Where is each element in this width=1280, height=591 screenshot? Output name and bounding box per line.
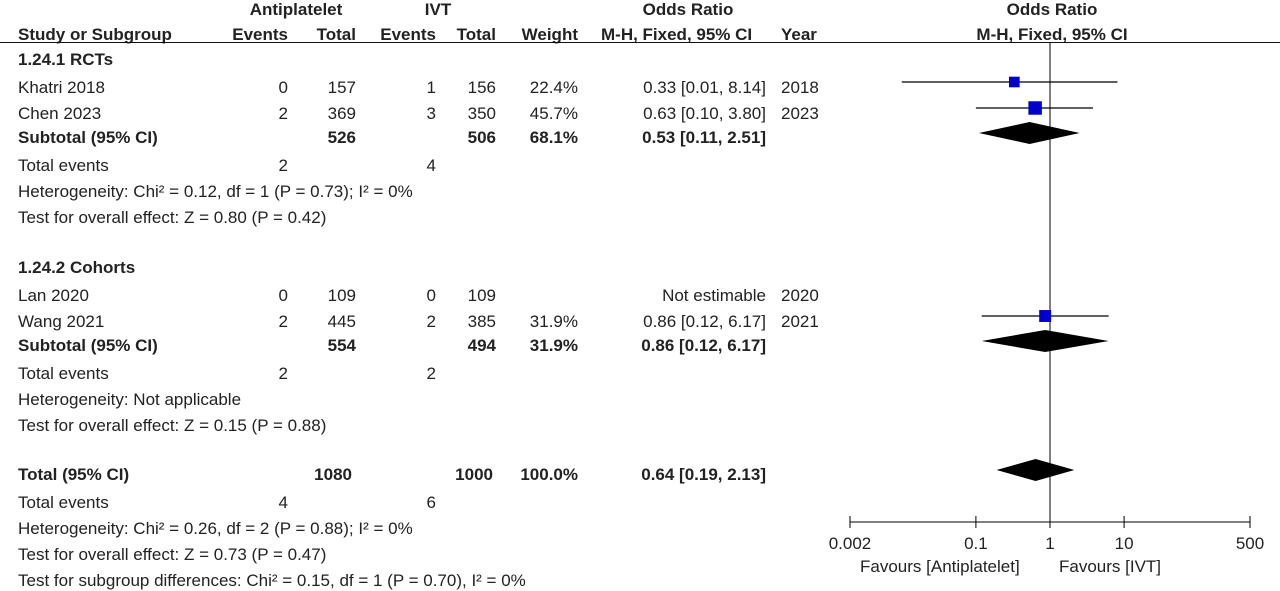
total-total1: 1080: [314, 465, 352, 484]
year: 2023: [781, 104, 819, 123]
study-name: Lan 2020: [18, 286, 89, 305]
favours-left-label: Favours [Antiplatelet]: [860, 557, 1020, 576]
total-events1: 4: [278, 493, 288, 512]
total-total2: 1000: [455, 465, 493, 484]
events2: 0: [426, 286, 436, 305]
year: 2021: [781, 312, 819, 331]
total-label: Total (95% CI): [18, 465, 130, 484]
total-events-label: Total events: [18, 364, 109, 383]
total-events2: 6: [426, 493, 436, 512]
header-rule: [0, 42, 1280, 43]
weight-header: Weight: [521, 25, 578, 44]
events1: 0: [278, 78, 288, 97]
pooled-diamond: [978, 122, 1080, 144]
events2: 1: [426, 78, 436, 97]
subtotal-ci: 0.53 [0.11, 2.51]: [642, 128, 766, 147]
x-tick-label: 1: [1045, 534, 1054, 553]
total-overall-effect-text: Test for overall effect: Z = 0.73 (P = 0…: [18, 545, 327, 564]
group1-header: Antiplatelet: [249, 0, 343, 19]
total-events-label: Total events: [18, 493, 109, 512]
total2: 109: [467, 286, 496, 305]
subtotal-total1: 526: [327, 128, 356, 147]
x-tick-label: 500: [1236, 534, 1264, 553]
events2: 2: [426, 312, 436, 331]
odds-ratio-header-left: Odds Ratio: [642, 0, 734, 19]
total1: 157: [327, 78, 356, 97]
total1: 109: [327, 286, 356, 305]
subtotal-weight: 31.9%: [529, 336, 578, 355]
subtotal-label: Subtotal (95% CI): [18, 336, 158, 355]
x-tick-label: 0.002: [829, 534, 872, 553]
total-events1: 2: [278, 156, 288, 175]
total2: 156: [467, 78, 496, 97]
study-marker: [1028, 101, 1042, 115]
study-name: Khatri 2018: [18, 78, 105, 97]
subgroup-title: 1.24.2 Cohorts: [18, 258, 136, 277]
year: 2020: [781, 286, 819, 305]
total1-header: Total: [316, 25, 356, 44]
pooled-diamond: [996, 459, 1075, 481]
study-name: Wang 2021: [18, 312, 105, 331]
total2-header: Total: [456, 25, 496, 44]
subgroup-title: 1.24.1 RCTs: [18, 50, 114, 69]
ci: Not estimable: [662, 286, 766, 305]
total2: 385: [467, 312, 496, 331]
year: 2018: [781, 78, 819, 97]
subtotal-total1: 554: [327, 336, 356, 355]
total-events2: 2: [426, 364, 436, 383]
study-header: Study or Subgroup: [18, 25, 172, 44]
events1-header: Events: [232, 25, 288, 44]
total-weight: 100.0%: [520, 465, 578, 484]
events1: 0: [278, 286, 288, 305]
favours-right-label: Favours [IVT]: [1059, 557, 1162, 576]
year-header: Year: [781, 25, 817, 44]
study-name: Chen 2023: [18, 104, 102, 123]
study-marker: [1039, 310, 1052, 322]
weight: 22.4%: [529, 78, 578, 97]
total1: 445: [327, 312, 356, 331]
overall-effect-text: Test for overall effect: Z = 0.80 (P = 0…: [18, 208, 327, 227]
heterogeneity-text: Heterogeneity: Not applicable: [18, 390, 242, 409]
subtotal-weight: 68.1%: [529, 128, 578, 147]
total-events-label: Total events: [18, 156, 109, 175]
total-heterogeneity-text: Heterogeneity: Chi² = 0.26, df = 2 (P = …: [18, 519, 413, 538]
subtotal-ci: 0.86 [0.12, 6.17]: [641, 336, 766, 355]
events1: 2: [278, 104, 288, 123]
subgroup-differences-text: Test for subgroup differences: Chi² = 0.…: [18, 571, 526, 590]
method-header-left: M-H, Fixed, 95% CI: [601, 25, 753, 44]
group2-header: IVT: [424, 0, 452, 19]
overall-effect-text: Test for overall effect: Z = 0.15 (P = 0…: [18, 416, 327, 435]
events2-header: Events: [380, 25, 436, 44]
events2: 3: [426, 104, 436, 123]
events1: 2: [278, 312, 288, 331]
study-marker: [1009, 76, 1020, 88]
method-header-right: M-H, Fixed, 95% CI: [976, 25, 1128, 44]
weight: 31.9%: [529, 312, 578, 331]
ci: 0.63 [0.10, 3.80]: [643, 104, 766, 123]
x-tick-label: 0.1: [964, 534, 988, 553]
x-tick-label: 10: [1115, 534, 1134, 553]
weight: 45.7%: [529, 104, 578, 123]
total-events1: 2: [278, 364, 288, 383]
pooled-diamond: [981, 330, 1109, 352]
total-ci: 0.64 [0.19, 2.13]: [641, 465, 766, 484]
ci: 0.33 [0.01, 8.14]: [643, 78, 766, 97]
subtotal-label: Subtotal (95% CI): [18, 128, 158, 147]
odds-ratio-header-right: Odds Ratio: [1006, 0, 1098, 19]
total-events2: 4: [426, 156, 436, 175]
total2: 350: [467, 104, 496, 123]
ci: 0.86 [0.12, 6.17]: [643, 312, 766, 331]
total1: 369: [327, 104, 356, 123]
subtotal-total2: 506: [467, 128, 496, 147]
heterogeneity-text: Heterogeneity: Chi² = 0.12, df = 1 (P = …: [18, 182, 413, 201]
subtotal-total2: 494: [467, 336, 496, 355]
